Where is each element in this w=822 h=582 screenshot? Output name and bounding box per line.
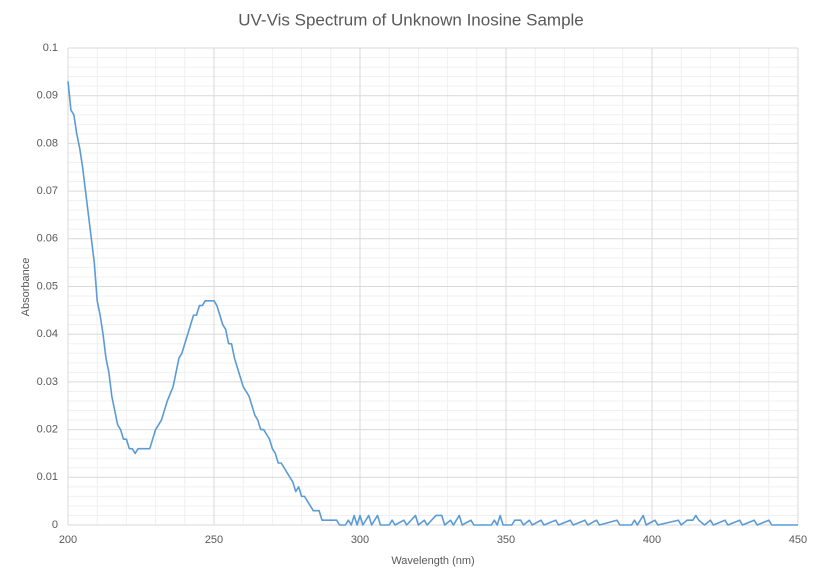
x-tick-label: 300 xyxy=(351,534,369,546)
y-tick-label: 0.05 xyxy=(37,280,58,292)
y-tick-label: 0.03 xyxy=(37,376,58,388)
x-tick-label: 400 xyxy=(643,534,661,546)
y-tick-label: 0.08 xyxy=(37,137,58,149)
y-tick-label: 0.04 xyxy=(37,328,58,340)
y-tick-label: 0.07 xyxy=(37,185,58,197)
x-axis-label: Wavelength (nm) xyxy=(391,555,474,567)
y-tick-label: 0.1 xyxy=(43,42,58,54)
x-tick-label: 350 xyxy=(497,534,515,546)
data-line xyxy=(67,81,798,526)
y-tick-label: 0.02 xyxy=(37,424,58,436)
x-tick-label: 250 xyxy=(205,534,223,546)
x-tick-label: 200 xyxy=(59,534,77,546)
y-tick-label: 0.01 xyxy=(37,471,58,483)
y-tick-label: 0 xyxy=(52,519,58,531)
y-axis-label: Absorbance xyxy=(20,258,32,317)
y-tick-label: 0.09 xyxy=(37,90,58,102)
chart-title: UV-Vis Spectrum of Unknown Inosine Sampl… xyxy=(238,10,584,29)
y-tick-label: 0.06 xyxy=(37,233,58,245)
x-tick-label: 450 xyxy=(789,534,807,546)
